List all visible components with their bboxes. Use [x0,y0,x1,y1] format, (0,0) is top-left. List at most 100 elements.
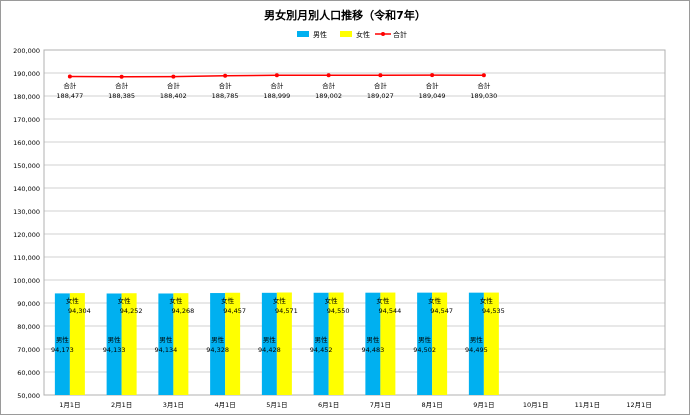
bar-female [69,293,85,395]
male-value-label: 94,328 [206,346,229,354]
female-value-label: 94,304 [68,307,91,315]
total-point [171,74,176,79]
male-value-label: 94,452 [310,346,333,354]
bar-male [417,292,433,395]
x-tick-label: 9月1日 [473,401,494,409]
male-label-prefix: 男性 [211,335,225,344]
male-label-prefix: 男性 [315,335,329,344]
legend: 男性 女性 合計 [297,30,407,39]
total-value-label: 189,049 [419,92,446,100]
male-label-prefix: 男性 [263,335,277,344]
male-label-prefix: 男性 [159,335,173,344]
y-tick-label: 160,000 [13,139,40,147]
total-label-prefix: 合計 [115,81,129,90]
total-value-label: 188,785 [212,92,239,100]
total-point [274,73,279,78]
plot-area [43,49,666,396]
legend-swatch-female [340,31,352,37]
male-value-label: 94,428 [258,346,281,354]
female-label-prefix: 女性 [325,296,339,305]
total-value-label: 189,002 [315,92,342,100]
legend-label: 合計 [393,30,407,39]
x-axis: 1月1日 2月1日 3月1日 4月1日 5月1日 6月1日 7月1日 8月1日 9月1日 10月1… [59,401,652,409]
total-label-prefix: 合計 [219,81,233,90]
bars [54,292,499,395]
y-tick-label: 120,000 [13,231,40,239]
total-point [481,73,486,78]
male-value-label: 94,495 [465,346,488,354]
legend-marker-total [381,32,385,36]
male-value-label: 94,483 [362,346,385,354]
female-label-prefix: 女性 [480,296,494,305]
total-value-label: 188,999 [263,92,290,100]
total-label-prefix: 合計 [322,81,336,90]
total-value-label: 188,385 [108,92,135,100]
x-tick-label: 5月1日 [266,401,287,409]
y-tick-label: 80,000 [17,323,40,331]
y-tick-label: 50,000 [17,392,40,400]
male-value-label: 94,134 [155,346,178,354]
bar-female [276,292,292,395]
total-point [430,73,435,78]
total-value-label: 188,477 [56,92,83,100]
y-tick-label: 110,000 [13,254,40,262]
y-tick-label: 100,000 [13,277,40,285]
x-tick-label: 7月1日 [370,401,391,409]
female-value-label: 94,544 [379,307,402,315]
y-axis: 50,000 60,000 70,000 80,000 90,000 100,000 110… [13,47,40,400]
female-value-label: 94,550 [327,307,350,315]
male-value-label: 94,173 [51,346,74,354]
y-tick-label: 140,000 [13,185,40,193]
total-point [67,74,72,79]
bar-male [158,293,174,395]
total-value-label: 189,027 [367,92,394,100]
data-labels: 男性 94,173 女性 94,304 男性 94,133 女性 94,252 男性 94,134… [51,81,505,354]
x-tick-label: 11月1日 [575,401,600,409]
x-tick-label: 6月1日 [318,401,339,409]
female-label-prefix: 女性 [273,296,287,305]
male-label-prefix: 男性 [366,335,380,344]
female-value-label: 94,252 [120,307,143,315]
bar-male [210,293,226,395]
bar-female [380,292,396,395]
female-value-label: 94,535 [482,307,505,315]
male-label-prefix: 男性 [418,335,432,344]
female-label-prefix: 女性 [169,296,183,305]
y-tick-label: 170,000 [13,116,40,124]
bar-female [432,292,448,395]
x-tick-label: 3月1日 [163,401,184,409]
male-value-label: 94,133 [103,346,126,354]
bar-female [328,292,344,395]
total-label-prefix: 合計 [63,81,77,90]
x-tick-label: 8月1日 [421,401,442,409]
male-label-prefix: 男性 [56,335,70,344]
chart-title: 男女別月別人口推移（令和7年） [264,8,426,22]
total-label-prefix: 合計 [477,81,491,90]
male-value-label: 94,502 [413,346,436,354]
bar-male [313,292,329,395]
total-label-prefix: 合計 [374,81,388,90]
x-tick-label: 10月1日 [523,401,548,409]
female-value-label: 94,268 [172,307,195,315]
female-value-label: 94,547 [430,307,453,315]
y-tick-label: 60,000 [17,369,40,377]
total-line [67,73,486,79]
bar-male [106,293,122,395]
x-tick-label: 12月1日 [626,401,651,409]
x-tick-label: 4月1日 [214,401,235,409]
bar-female [173,293,189,395]
total-label-prefix: 合計 [426,81,440,90]
x-tick-label: 2月1日 [111,401,132,409]
total-label-prefix: 合計 [270,81,284,90]
gridlines [43,49,666,396]
total-point [378,73,383,78]
y-tick-label: 200,000 [13,47,40,55]
y-tick-label: 180,000 [13,93,40,101]
female-label-prefix: 女性 [221,296,235,305]
female-label-prefix: 女性 [428,296,442,305]
legend-label: 男性 [313,30,327,39]
legend-label: 女性 [356,30,370,39]
bar-female [121,293,137,395]
female-label-prefix: 女性 [118,296,132,305]
total-point [119,74,124,79]
